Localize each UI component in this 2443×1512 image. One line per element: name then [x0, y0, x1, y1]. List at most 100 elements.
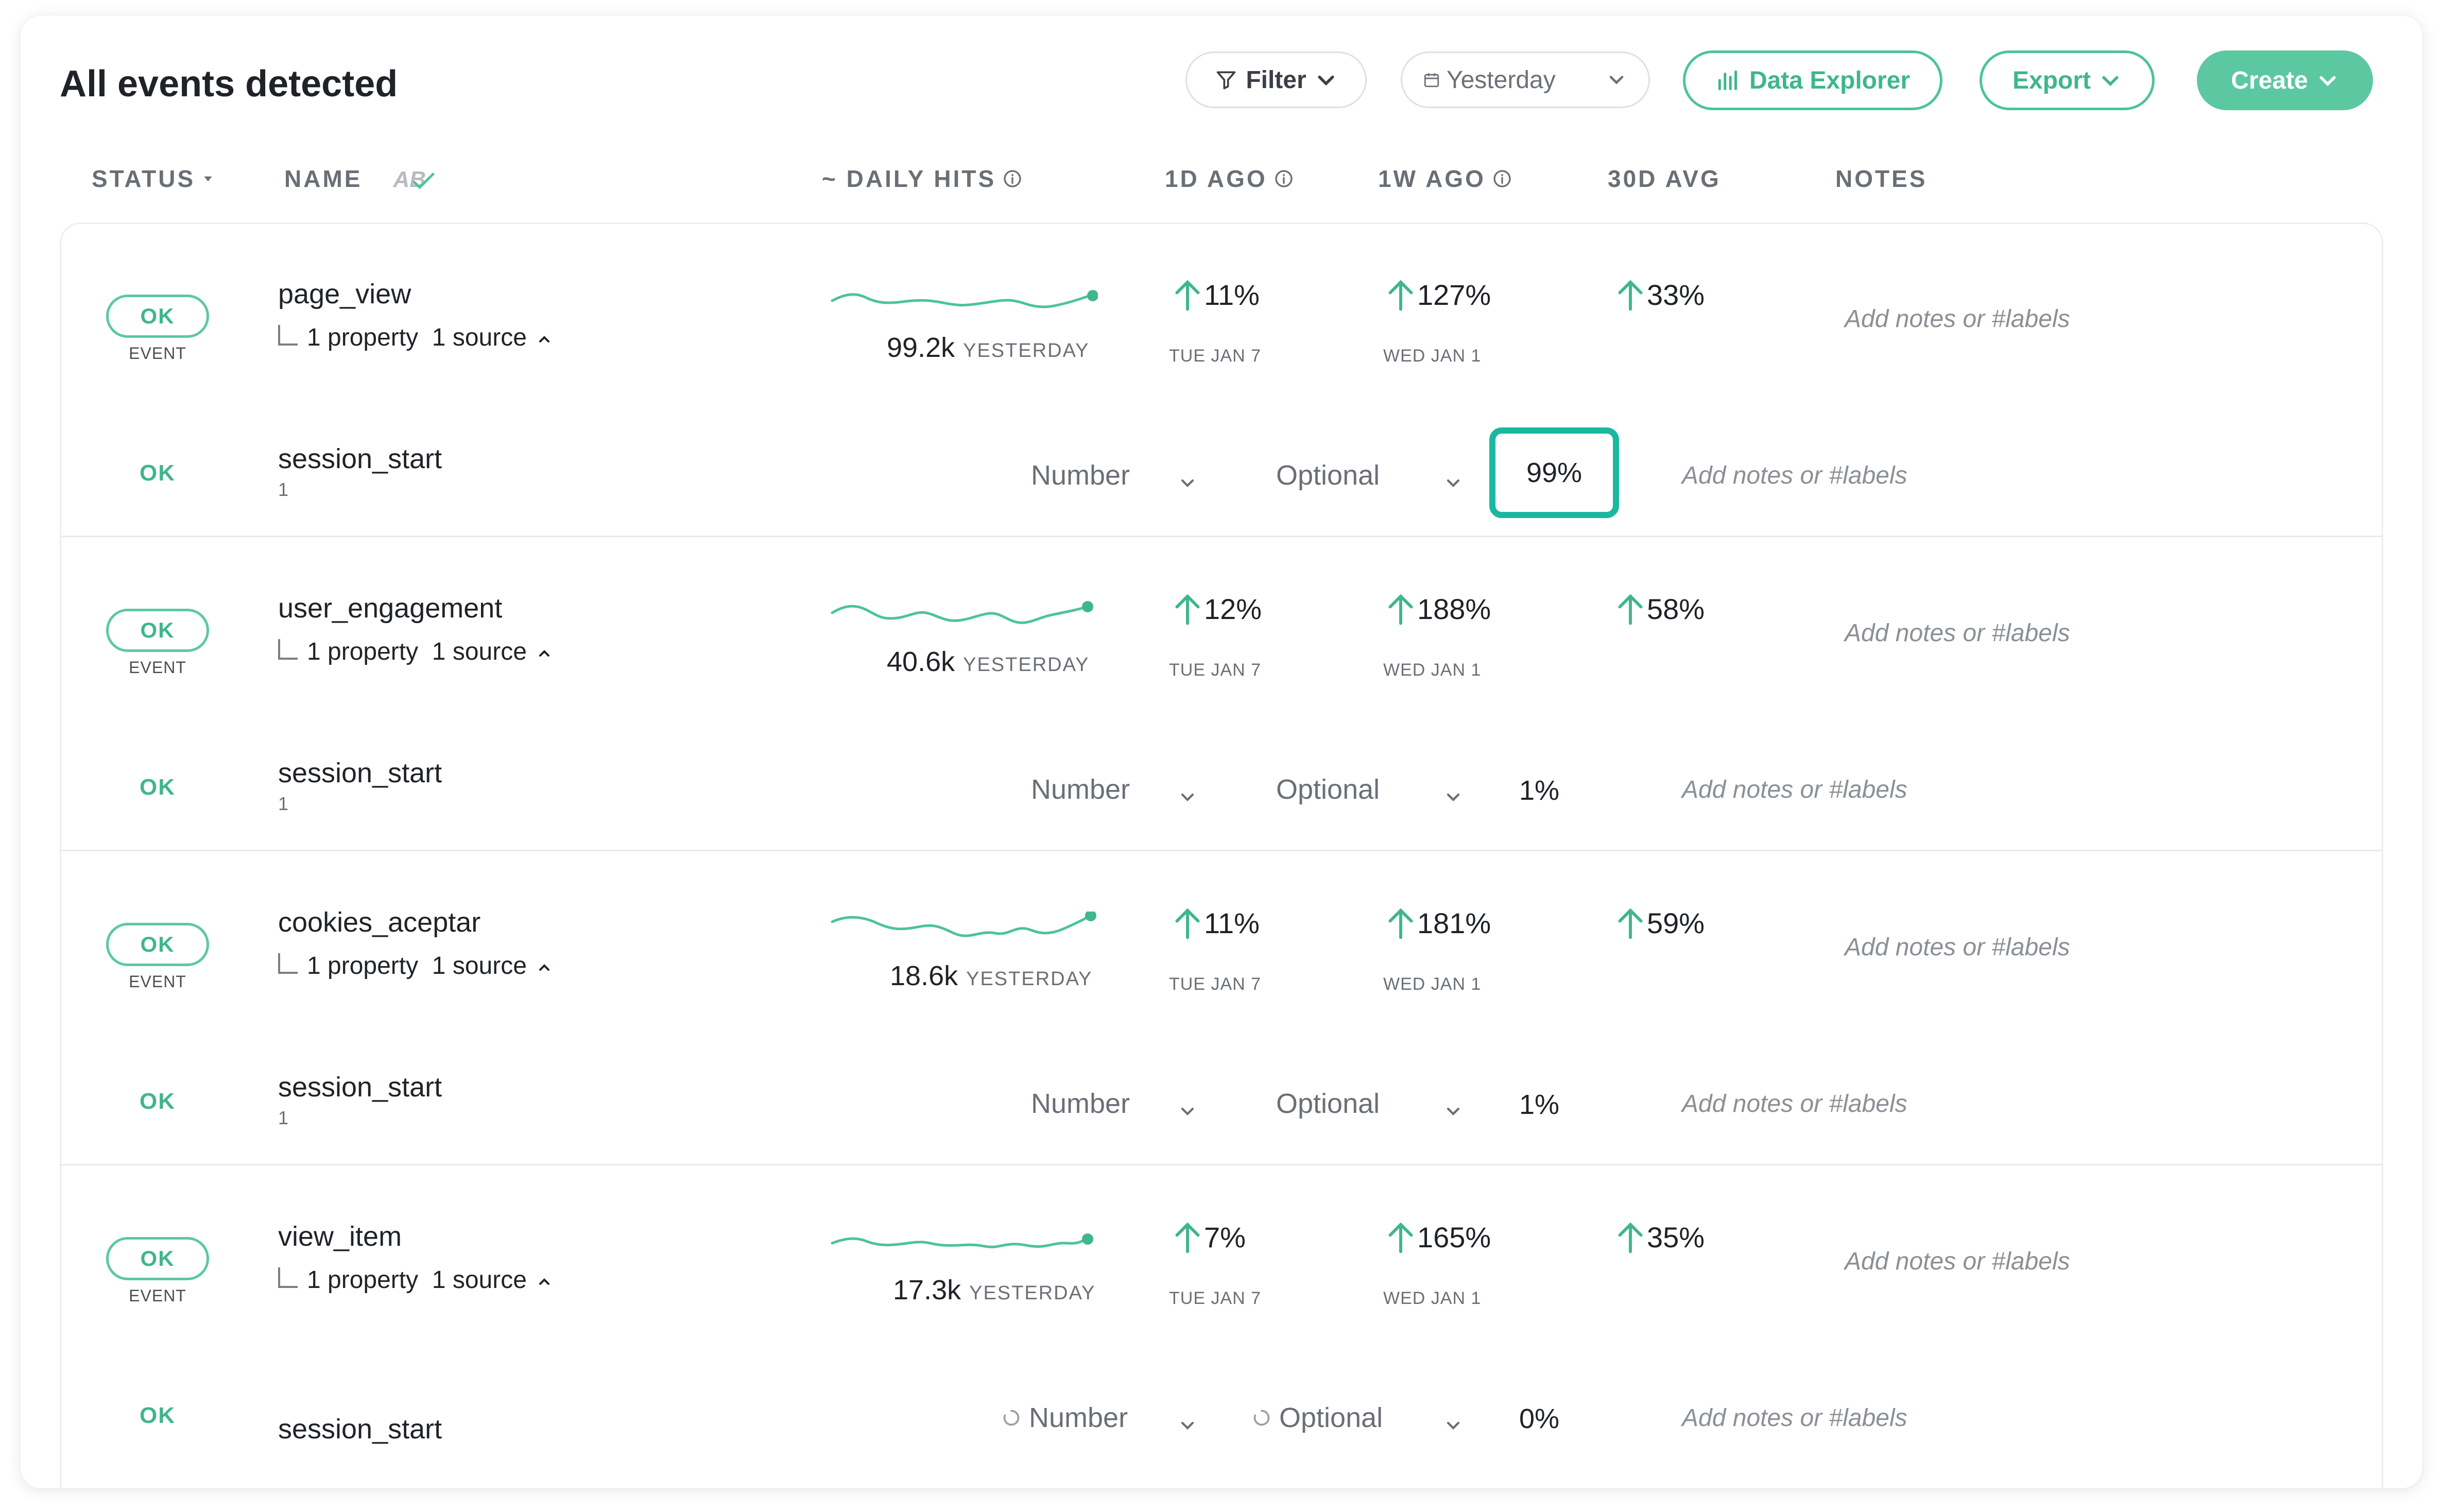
column-header-30d-avg[interactable]: 30D AVG: [1608, 165, 1721, 193]
event-name[interactable]: user_engagement: [278, 593, 503, 624]
event-name[interactable]: cookies_aceptar: [278, 907, 481, 938]
event-meta-text: 1 property 1 source: [307, 1266, 527, 1294]
avg-30d: 58%: [1616, 592, 1705, 626]
column-header-1d-ago[interactable]: 1D AGO: [1165, 165, 1294, 193]
column-header-daily-hits[interactable]: ~ DAILY HITS: [822, 165, 1023, 193]
chevron-down-icon[interactable]: [1177, 1415, 1198, 1436]
property-required-select[interactable]: Optional: [1276, 774, 1380, 805]
property-type-select[interactable]: Number: [1031, 774, 1130, 805]
property-coverage-value[interactable]: 1%: [1519, 775, 1560, 806]
export-button[interactable]: Export: [1980, 50, 2155, 110]
hits-number: 18.6k: [890, 960, 958, 991]
hits-period-label: YESTERDAY: [963, 340, 1090, 362]
property-required-select[interactable]: Optional: [1276, 1088, 1380, 1120]
event-notes-input[interactable]: Add notes or #labels: [1845, 305, 2070, 333]
property-type-select[interactable]: Number: [1031, 459, 1130, 491]
arrow-up-icon: [1175, 1222, 1200, 1253]
column-header-status[interactable]: STATUS: [92, 165, 215, 193]
info-icon[interactable]: [1492, 168, 1512, 189]
event-meta-toggle[interactable]: 1 property 1 source: [278, 952, 553, 980]
chevron-down-icon[interactable]: [1177, 1101, 1198, 1122]
property-name[interactable]: session_start: [278, 443, 442, 474]
status-badge: OK: [106, 295, 209, 338]
event-kind-label: EVENT: [129, 1286, 186, 1305]
property-type-select[interactable]: Number: [1031, 1088, 1130, 1120]
property-name[interactable]: session_start: [278, 758, 442, 788]
sparkline-end-dot: [1082, 601, 1093, 612]
daily-hits-value: 18.6k YESTERDAY: [890, 960, 1092, 992]
loading-spinner-icon: [1003, 1410, 1020, 1426]
event-meta-toggle[interactable]: 1 property 1 source: [278, 323, 553, 352]
column-header-name[interactable]: NAME AB: [284, 165, 435, 193]
chevron-down-icon[interactable]: [1443, 1415, 1464, 1436]
info-icon[interactable]: [1274, 168, 1294, 189]
calendar-icon: [1424, 73, 1439, 88]
event-notes-input[interactable]: Add notes or #labels: [1845, 620, 2070, 647]
caret-down-icon: [204, 176, 212, 182]
property-required-select[interactable]: Optional: [1276, 459, 1380, 491]
hits-period-label: YESTERDAY: [966, 968, 1093, 990]
property-required-value: Optional: [1276, 774, 1380, 805]
daily-hits-sparkline[interactable]: [830, 912, 1098, 942]
chevron-down-icon: [2102, 76, 2119, 87]
data-explorer-button[interactable]: Data Explorer: [1683, 50, 1942, 110]
property-coverage-cell-focused[interactable]: 99%: [1489, 427, 1619, 518]
daily-hits-sparkline[interactable]: [830, 283, 1098, 314]
property-required-value: Optional: [1276, 1088, 1380, 1119]
property-coverage-value[interactable]: 0%: [1519, 1403, 1560, 1434]
property-notes-input[interactable]: Add notes or #labels: [1682, 1090, 1907, 1118]
change-1d: 11%: [1173, 906, 1260, 940]
property-notes-input[interactable]: Add notes or #labels: [1682, 1404, 1907, 1432]
avg-30d-value: 58%: [1647, 593, 1705, 625]
create-button[interactable]: Create: [2197, 50, 2373, 110]
chevron-down-icon[interactable]: [1443, 473, 1464, 493]
change-1w: 188%: [1386, 592, 1491, 626]
chevron-down-icon[interactable]: [1177, 473, 1198, 493]
property-notes-input[interactable]: Add notes or #labels: [1682, 462, 1907, 489]
daily-hits-value: 17.3k YESTERDAY: [893, 1274, 1095, 1306]
tree-elbow-icon: [278, 639, 298, 660]
event-meta-toggle[interactable]: 1 property 1 source: [278, 638, 553, 666]
arrow-up-icon: [1388, 594, 1413, 625]
property-required-select[interactable]: Optional: [1252, 1402, 1383, 1434]
property-required-value: Optional: [1276, 460, 1380, 491]
hits-number: 40.6k: [887, 646, 955, 677]
column-header-1w-ago[interactable]: 1W AGO: [1378, 165, 1512, 193]
property-name[interactable]: session_start: [278, 1072, 442, 1103]
event-meta-toggle[interactable]: 1 property 1 source: [278, 1266, 553, 1294]
event-notes-input[interactable]: Add notes or #labels: [1845, 1248, 2070, 1275]
daily-hits-value: 40.6k YESTERDAY: [887, 646, 1089, 678]
chevron-down-icon[interactable]: [1177, 787, 1198, 807]
hits-period-label: YESTERDAY: [969, 1282, 1096, 1304]
1d-ago-header-label: 1D AGO: [1165, 165, 1267, 192]
event-notes-input[interactable]: Add notes or #labels: [1845, 934, 2070, 961]
chevron-up-icon: [539, 336, 549, 342]
info-icon[interactable]: [1002, 168, 1023, 189]
arrow-up-icon: [1175, 908, 1200, 939]
daily-hits-sparkline[interactable]: [830, 1226, 1098, 1257]
property-count: 1: [278, 479, 289, 500]
row-divider: [60, 536, 2383, 537]
date-range-select[interactable]: Yesterday: [1401, 51, 1650, 108]
name-header-label: NAME: [284, 165, 363, 192]
event-name[interactable]: view_item: [278, 1221, 402, 1252]
property-notes-input[interactable]: Add notes or #labels: [1682, 776, 1907, 803]
events-panel: All events detected Filter Yesterday Dat…: [21, 15, 2422, 1488]
chevron-down-icon[interactable]: [1443, 1101, 1464, 1122]
property-coverage-value[interactable]: 1%: [1519, 1089, 1560, 1120]
chevron-down-icon[interactable]: [1443, 787, 1464, 807]
status-badge: OK: [106, 1237, 209, 1280]
change-1w-value: 165%: [1417, 1221, 1491, 1253]
property-name[interactable]: session_start: [278, 1414, 442, 1445]
arrow-up-icon: [1618, 1222, 1643, 1253]
filter-button[interactable]: Filter: [1185, 51, 1367, 108]
sort-alpha-icon[interactable]: AB: [393, 165, 435, 193]
avg-30d-value: 59%: [1647, 907, 1705, 939]
daily-hits-sparkline[interactable]: [830, 597, 1098, 628]
date-range-label: Yesterday: [1447, 66, 1556, 94]
chevron-up-icon: [539, 964, 549, 971]
property-type-select[interactable]: Number: [1002, 1402, 1128, 1434]
status-header-label: STATUS: [92, 165, 196, 192]
event-name[interactable]: page_view: [278, 279, 411, 310]
change-1d-date: TUE JAN 7: [1169, 974, 1262, 994]
